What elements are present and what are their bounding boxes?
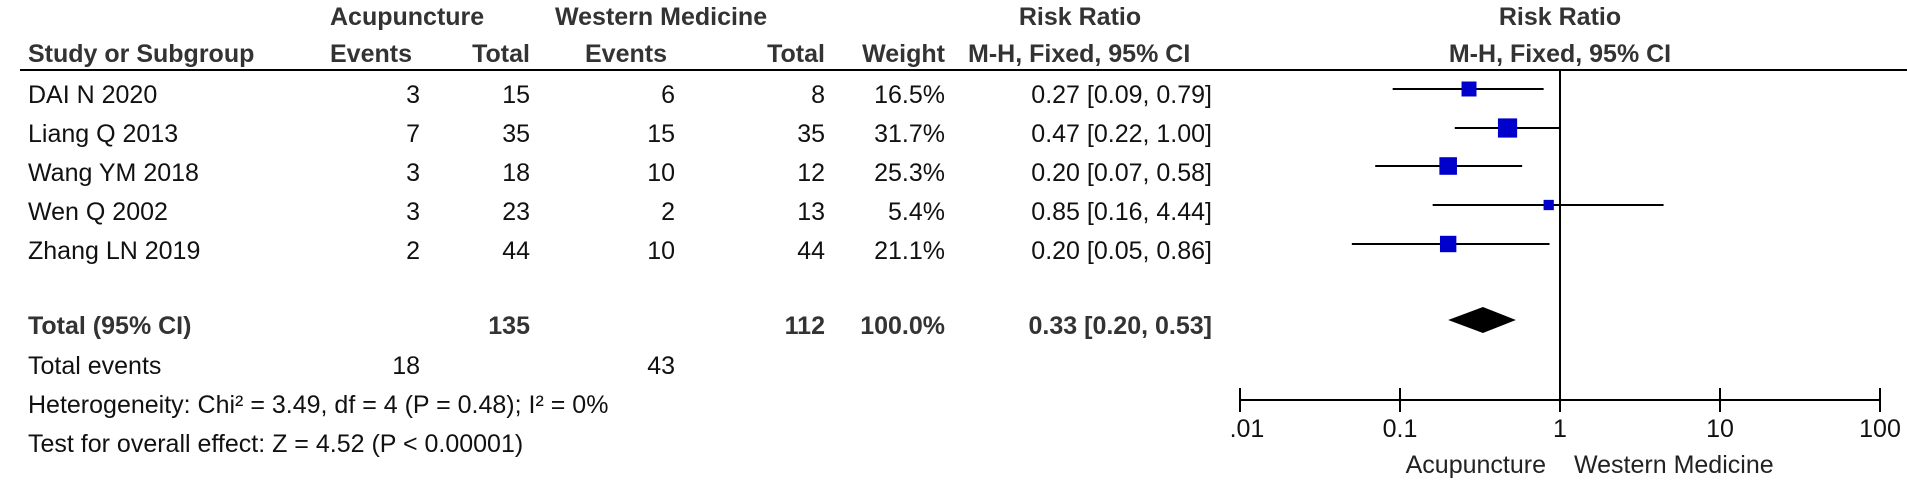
group1-header: Acupuncture — [330, 3, 485, 31]
rr-plot-header: Risk Ratio — [1498, 3, 1622, 31]
total-weight-cell: 100.0% — [860, 312, 945, 340]
ci-cell: 0.47 [0.22, 1.00] — [1031, 120, 1212, 148]
total1-cell: 18 — [502, 159, 530, 187]
favours-right-label: Western Medicine — [1574, 451, 1774, 479]
study-marker — [1497, 118, 1518, 138]
col-total1-header: Total — [472, 40, 530, 68]
col-method-header: M-H, Fixed, 95% CI — [968, 40, 1191, 68]
plot-layer: 0.01 0.1 1 10 100 Acupuncture Western Medicine — [1230, 70, 1901, 479]
study-marker — [1543, 199, 1554, 211]
col-total2-header: Total — [767, 40, 825, 68]
events1-cell: 7 — [406, 120, 420, 148]
events1-cell: 3 — [406, 159, 420, 187]
pooled-diamond — [1448, 307, 1516, 333]
total-ci-cell: 0.33 [0.20, 0.53] — [1028, 312, 1212, 340]
events2-cell: 10 — [647, 237, 675, 265]
plot-method-header: M-H, Fixed, 95% CI — [1448, 40, 1672, 68]
x-tick-label: 0.1 — [1383, 415, 1418, 443]
total1-cell: 23 — [502, 198, 530, 226]
x-tick-label: 0.01 — [1230, 415, 1264, 443]
total1-cell: 15 — [502, 81, 530, 109]
total2-cell: 35 — [797, 120, 825, 148]
study-name: Wen Q 2002 — [28, 198, 168, 226]
ci-cell: 0.27 [0.09, 0.79] — [1031, 81, 1212, 109]
total2-cell: 112 — [784, 312, 825, 340]
total1-cell: 135 — [488, 312, 530, 340]
ci-cell: 0.20 [0.07, 0.58] — [1031, 159, 1212, 187]
study-name: Zhang LN 2019 — [28, 237, 201, 265]
forest-plot: 0.01 0.1 1 10 100 Acupuncture Western Medicine — [1230, 70, 1901, 479]
weight-cell: 5.4% — [888, 198, 945, 226]
header-rule — [20, 69, 1907, 71]
study-name: Wang YM 2018 — [28, 159, 199, 187]
total1-cell: 35 — [502, 120, 530, 148]
x-tick-label: 10 — [1706, 415, 1734, 443]
favours-left-label: Acupuncture — [1406, 451, 1546, 479]
heterogeneity-text: Heterogeneity: Chi² = 3.49, df = 4 (P = … — [28, 391, 609, 419]
study-name: DAI N 2020 — [28, 81, 158, 109]
total2-cell: 12 — [797, 159, 825, 187]
weight-cell: 21.1% — [874, 237, 945, 265]
total-label: Total (95% CI) — [28, 312, 192, 340]
events2-cell: 10 — [647, 159, 675, 187]
ci-cell: 0.20 [0.05, 0.86] — [1031, 237, 1212, 265]
total2-cell: 8 — [811, 81, 825, 109]
x-tick-label: 100 — [1859, 415, 1901, 443]
study-marker — [1439, 157, 1457, 175]
study-marker — [1461, 81, 1477, 97]
events1-cell: 3 — [406, 198, 420, 226]
total2-cell: 44 — [797, 237, 825, 265]
rr-table-header: Risk Ratio — [1018, 3, 1142, 31]
total-events-label: Total events — [28, 352, 162, 380]
weight-cell: 16.5% — [874, 81, 945, 109]
events2-cell: 6 — [661, 81, 675, 109]
group2-header: Western Medicine — [555, 3, 768, 31]
ci-cell: 0.85 [0.16, 4.44] — [1031, 198, 1212, 226]
study-marker — [1439, 235, 1457, 253]
col-weight-header: Weight — [862, 40, 945, 68]
events1-cell: 2 — [406, 237, 420, 265]
weight-cell: 25.3% — [874, 159, 945, 187]
x-tick-label: 1 — [1553, 415, 1567, 443]
total2-cell: 13 — [797, 198, 825, 226]
total-events2-cell: 43 — [647, 352, 675, 380]
col-events2-header: Events — [585, 40, 667, 68]
study-name: Liang Q 2013 — [28, 120, 179, 148]
col-events1-header: Events — [330, 40, 412, 68]
overall-effect-text: Test for overall effect: Z = 4.52 (P < 0… — [28, 430, 524, 458]
col-study-header: Study or Subgroup — [28, 40, 255, 68]
total1-cell: 44 — [502, 237, 530, 265]
events1-cell: 3 — [406, 81, 420, 109]
weight-cell: 31.7% — [874, 120, 945, 148]
total-events1-cell: 18 — [392, 352, 420, 380]
events2-cell: 2 — [661, 198, 675, 226]
events2-cell: 15 — [647, 120, 675, 148]
